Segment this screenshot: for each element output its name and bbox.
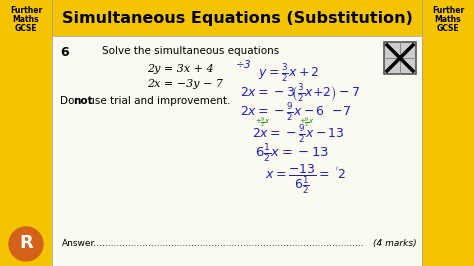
Text: GCSE: GCSE	[15, 24, 37, 33]
Text: 2y = 3x + 4: 2y = 3x + 4	[147, 64, 214, 74]
Bar	[0, 0, 52, 266]
Text: $+\frac{9}{2}x$: $+\frac{9}{2}x$	[299, 116, 315, 130]
Circle shape	[9, 227, 43, 261]
Text: GCSE: GCSE	[437, 24, 459, 33]
Bar	[384, 42, 416, 74]
Text: $x = \dfrac{-13}{6\frac{1}{2}} =\ ^{'}2$: $x = \dfrac{-13}{6\frac{1}{2}} =\ ^{'}2$	[265, 163, 346, 196]
Text: $6\frac{1}{2}x = -13$: $6\frac{1}{2}x = -13$	[255, 143, 329, 165]
Text: Maths: Maths	[435, 15, 461, 24]
Text: not: not	[73, 96, 92, 106]
Text: Solve the simultaneous equations: Solve the simultaneous equations	[102, 46, 279, 56]
Text: $y = \frac{3}{2}x+2$: $y = \frac{3}{2}x+2$	[258, 62, 319, 84]
Bar	[422, 0, 474, 266]
Text: $+\frac{9}{2}x$: $+\frac{9}{2}x$	[255, 116, 271, 130]
Text: Answer..........................................................................: Answer..................................…	[62, 239, 365, 248]
Text: $2x = -3\!\left(\frac{3}{2}x{+}2\right) - 7$: $2x = -3\!\left(\frac{3}{2}x{+}2\right) …	[240, 82, 361, 104]
Text: Simultaneous Equations (Substitution): Simultaneous Equations (Substitution)	[62, 10, 412, 26]
Text: Do: Do	[60, 96, 78, 106]
Text: use trial and improvement.: use trial and improvement.	[85, 96, 230, 106]
Bar	[52, 0, 422, 36]
Text: $2x = -\frac{9}{2}x - 6\ \ {-7}$: $2x = -\frac{9}{2}x - 6\ \ {-7}$	[240, 101, 351, 123]
Text: R: R	[19, 234, 33, 252]
Text: 2x = −3y − 7: 2x = −3y − 7	[147, 79, 223, 89]
Text: Further: Further	[10, 6, 42, 15]
Text: $\div$3: $\div$3	[235, 58, 252, 70]
Text: Maths: Maths	[13, 15, 39, 24]
Text: Further: Further	[432, 6, 464, 15]
Text: 6: 6	[60, 46, 69, 59]
Bar	[52, 0, 422, 266]
Text: (4 marks): (4 marks)	[374, 239, 417, 248]
Text: $2x = -\frac{9}{2}x - 13$: $2x = -\frac{9}{2}x - 13$	[252, 123, 345, 145]
